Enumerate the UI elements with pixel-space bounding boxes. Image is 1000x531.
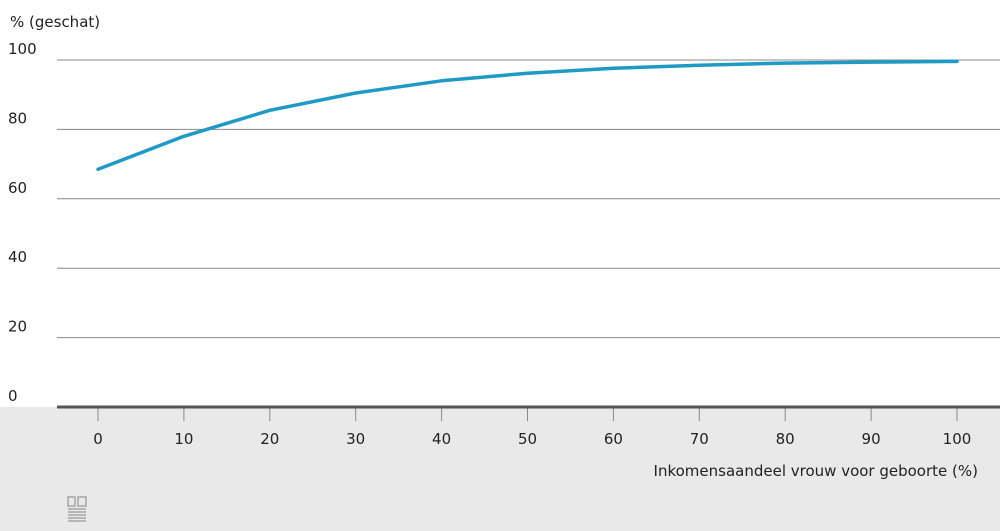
data-point <box>527 72 528 74</box>
data-point <box>698 64 700 66</box>
grid-lines <box>57 59 1000 339</box>
data-points <box>97 60 958 170</box>
x-tick-label: 60 <box>604 430 623 448</box>
data-point <box>784 62 786 64</box>
series-line <box>96 59 959 172</box>
data-point <box>355 92 357 94</box>
y-tick-labels: 0 20 40 60 80 100 <box>8 40 37 405</box>
x-axis-title: Inkomensaandeel vrouw voor geboorte (%) <box>654 462 978 480</box>
data-point <box>870 61 872 63</box>
x-tick-label: 70 <box>690 430 709 448</box>
y-tick-label: 100 <box>8 40 37 58</box>
y-tick-label: 60 <box>8 179 27 197</box>
cbs-logo-icon <box>67 496 87 522</box>
data-point <box>956 60 958 62</box>
x-tick-labels: 0 10 20 30 40 50 60 70 80 90 100 <box>93 407 971 448</box>
x-tick-label: 90 <box>862 430 881 448</box>
x-tick-label: 80 <box>776 430 795 448</box>
x-tick-label: 50 <box>518 430 537 448</box>
data-point <box>97 168 99 170</box>
y-tick-label: 40 <box>8 248 27 266</box>
x-tick-label: 10 <box>174 430 193 448</box>
y-tick-label: 20 <box>8 318 27 336</box>
x-tick-label: 20 <box>260 430 279 448</box>
x-axis-band <box>0 407 1000 531</box>
data-point <box>183 135 185 137</box>
y-axis-title: % (geschat) <box>10 13 100 31</box>
x-tick-label: 100 <box>943 430 972 448</box>
y-tick-label: 80 <box>8 109 27 127</box>
data-point <box>269 109 271 111</box>
x-tick-label: 30 <box>346 430 365 448</box>
data-point <box>441 80 443 82</box>
y-tick-label: 0 <box>8 387 18 405</box>
data-point <box>612 67 614 69</box>
x-tick-label: 40 <box>432 430 451 448</box>
x-tick-label: 0 <box>93 430 103 448</box>
